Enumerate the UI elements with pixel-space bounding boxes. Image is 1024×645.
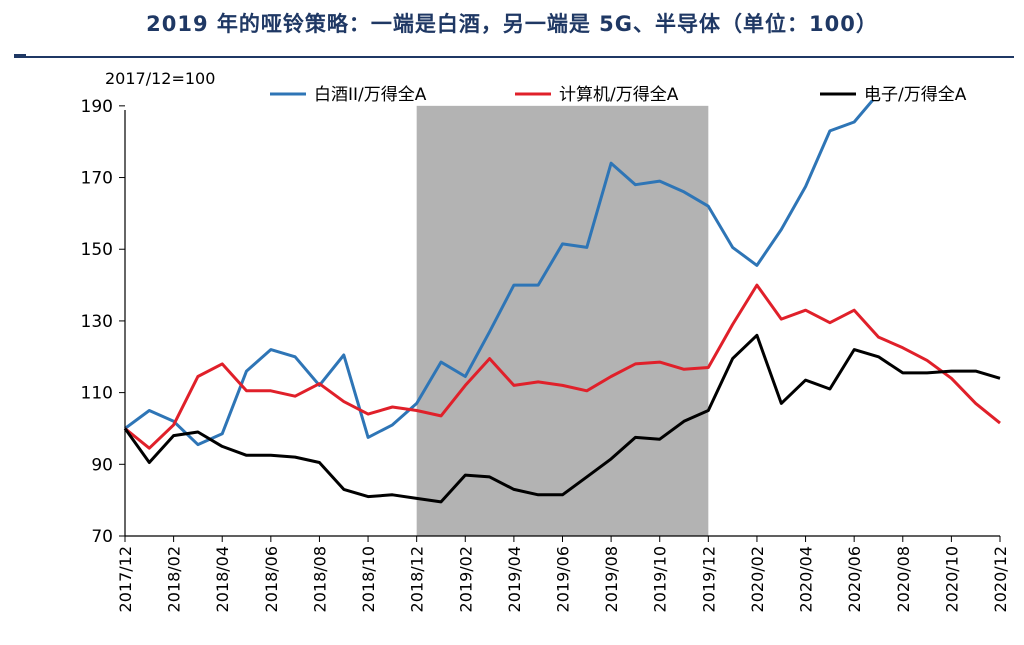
x-tick-label: 2019/02	[456, 546, 475, 612]
base-note: 2017/12=100	[105, 69, 215, 88]
x-tick-label: 2020/04	[797, 546, 816, 612]
x-tick-label: 2020/06	[845, 546, 864, 612]
title-rule-accent	[14, 54, 26, 57]
y-tick-label: 190	[81, 97, 113, 117]
x-axis-ticks: 2017/12 2018/02 2018/04 2018/06 2018/08 2018/…	[116, 536, 1010, 612]
y-tick-label: 150	[81, 240, 113, 260]
x-tick-label: 2018/04	[213, 546, 232, 612]
highlight-band	[416, 105, 709, 536]
x-tick-label: 2020/02	[748, 546, 767, 612]
chart-title: 2019 年的哑铃策略：一端是白酒，另一端是 5G、半导体（单位：100）	[146, 12, 878, 36]
y-tick-label: 110	[81, 384, 113, 404]
x-tick-label: 2018/08	[310, 546, 329, 612]
legend-label: 电子/万得全A	[864, 85, 967, 105]
legend-label: 计算机/万得全A	[559, 85, 679, 105]
x-tick-label: 2019/06	[554, 546, 573, 612]
y-tick-label: 70	[91, 527, 113, 547]
x-tick-label: 2017/12	[116, 546, 135, 612]
y-tick-label: 90	[91, 455, 113, 475]
x-tick-label: 2018/06	[262, 546, 281, 612]
series-line	[124, 283, 1001, 450]
y-axis-ticks: 70 90 110 130 150 170 190	[81, 97, 125, 547]
y-tick-label: 130	[81, 312, 113, 332]
series-line	[123, 333, 1001, 504]
series-layer	[123, 100, 1001, 504]
x-tick-label: 2019/12	[699, 546, 718, 612]
x-tick-label: 2018/12	[408, 546, 427, 612]
series-line	[124, 100, 875, 447]
title-rule	[14, 56, 1014, 58]
x-tick-label: 2019/04	[505, 546, 524, 612]
x-tick-label: 2019/08	[602, 546, 621, 612]
legend-label: 白酒II/万得全A	[314, 85, 427, 105]
x-tick-label: 2020/12	[991, 546, 1010, 612]
x-tick-label: 2018/02	[165, 546, 184, 612]
x-tick-label: 2018/10	[359, 546, 378, 612]
legend: 白酒II/万得全A 计算机/万得全A 电子/万得全A	[270, 85, 967, 105]
x-tick-label: 2019/10	[651, 546, 670, 612]
x-tick-label: 2020/08	[894, 546, 913, 612]
y-tick-label: 170	[81, 169, 113, 189]
x-tick-label: 2020/10	[942, 546, 961, 612]
